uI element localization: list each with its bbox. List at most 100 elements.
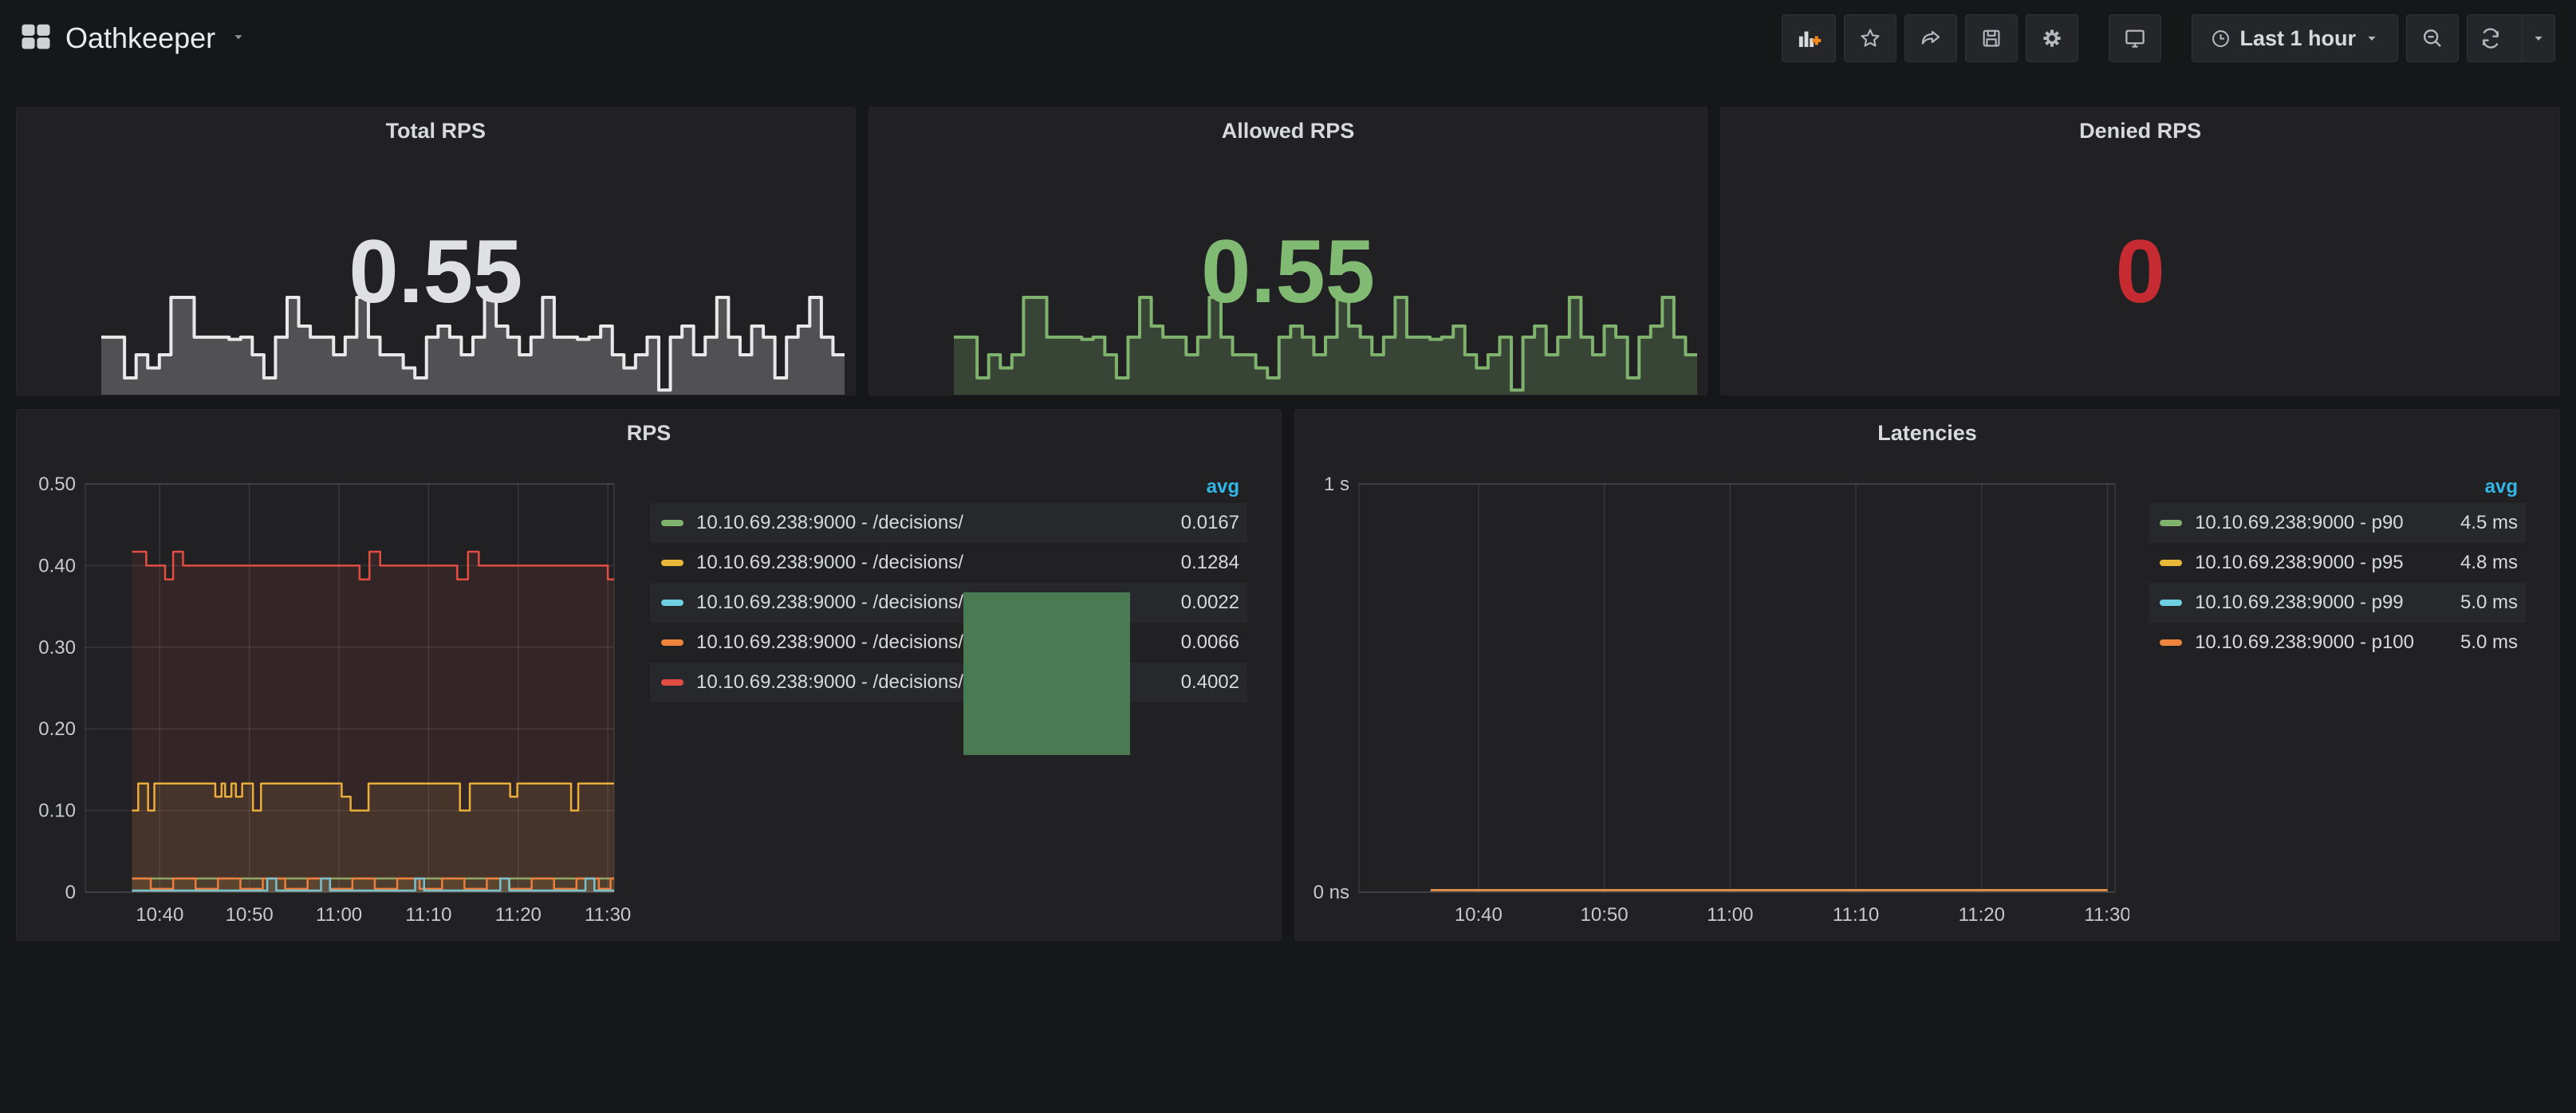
- rps-legend: avg 10.10.69.238:9000 - /decisions/ 0.01…: [631, 455, 1281, 940]
- legend-row[interactable]: 10.10.69.238:9000 - p90 4.5 ms: [2149, 503, 2526, 543]
- svg-text:11:00: 11:00: [1707, 904, 1753, 926]
- refresh-button[interactable]: [2468, 14, 2514, 62]
- series-avg-value: 4.8 ms: [2460, 552, 2518, 573]
- dashboard-title[interactable]: Oathkeeper: [65, 22, 216, 54]
- series-color-swatch[interactable]: [661, 600, 683, 606]
- stat-value-allowed-rps: 0.55: [1201, 222, 1375, 321]
- series-avg-value: 0.4002: [1180, 671, 1239, 693]
- svg-text:11:10: 11:10: [405, 904, 451, 926]
- share-button[interactable]: [1904, 14, 1958, 62]
- svg-text:11:30: 11:30: [2084, 904, 2129, 926]
- svg-text:0.10: 0.10: [38, 800, 76, 822]
- series-label[interactable]: 10.10.69.238:9000 - /decisions/: [696, 512, 963, 533]
- latencies-legend: avg 10.10.69.238:9000 - p90 4.5 ms 10.10…: [2129, 455, 2559, 940]
- panel-title[interactable]: Denied RPS: [2079, 119, 2202, 143]
- series-avg-value: 0.1284: [1180, 552, 1239, 573]
- series-avg-value: 0.0167: [1180, 512, 1239, 533]
- svg-text:0: 0: [65, 882, 76, 903]
- gear-icon: [2040, 26, 2064, 50]
- time-range-picker[interactable]: Last 1 hour: [2192, 14, 2398, 62]
- series-color-swatch[interactable]: [661, 560, 683, 566]
- series-avg-value: 0.0022: [1180, 592, 1239, 613]
- series-label[interactable]: 10.10.69.238:9000 - p90: [2195, 512, 2404, 533]
- legend-rows: 10.10.69.238:9000 - p90 4.5 ms 10.10.69.…: [2149, 503, 2526, 663]
- svg-text:11:20: 11:20: [495, 904, 542, 926]
- svg-text:0.40: 0.40: [38, 555, 76, 576]
- rps-chart[interactable]: 10:40 10:50 11:00 11:10 11:20 11:30 0 0.10 0.20 0…: [17, 455, 631, 934]
- legend-row[interactable]: 10.10.69.238:9000 - p95 4.8 ms: [2149, 543, 2526, 583]
- cycle-view-button[interactable]: [2109, 14, 2162, 62]
- legend-rows: 10.10.69.238:9000 - /decisions/ 0.0167 1…: [650, 503, 1247, 702]
- add-panel-button[interactable]: [1782, 14, 1837, 62]
- series-label[interactable]: 10.10.69.238:9000 - /decisions/: [696, 631, 963, 653]
- add-panel-icon: [1795, 26, 1822, 50]
- series-color-swatch[interactable]: [661, 639, 683, 646]
- legend-color-popover[interactable]: [963, 592, 1130, 755]
- series-label[interactable]: 10.10.69.238:9000 - /decisions/: [696, 552, 963, 573]
- legend-row[interactable]: 10.10.69.238:9000 - p100 5.0 ms: [2149, 623, 2526, 663]
- share-icon: [1919, 26, 1943, 50]
- navbar-actions: Last 1 hour: [1782, 14, 2555, 62]
- svg-text:11:00: 11:00: [316, 904, 362, 926]
- panel-latencies: Latencies 10:40 10:50 11:00 11:10 11:20 11:30…: [1294, 409, 2560, 941]
- latencies-graph-body: 10:40 10:50 11:00 11:10 11:20 11:30 0 ns 1 s av…: [1295, 455, 2559, 940]
- zoom-out-button[interactable]: [2406, 14, 2459, 62]
- refresh-interval-caret[interactable]: [2522, 14, 2554, 62]
- stat-value-denied-rps: 0: [2115, 222, 2165, 321]
- latencies-chart[interactable]: 10:40 10:50 11:00 11:10 11:20 11:30 0 ns 1 s: [1295, 455, 2129, 934]
- panel-title[interactable]: RPS: [626, 421, 672, 445]
- total-rps-sparkline: [101, 296, 845, 395]
- svg-text:11:20: 11:20: [1959, 904, 2005, 926]
- monitor-icon: [2123, 26, 2147, 50]
- series-label[interactable]: 10.10.69.238:9000 - p95: [2195, 552, 2404, 573]
- series-color-swatch[interactable]: [2160, 639, 2183, 646]
- legend-row[interactable]: 10.10.69.238:9000 - /decisions/ 0.1284: [650, 543, 1247, 583]
- time-range-label: Last 1 hour: [2239, 26, 2356, 50]
- svg-text:10:40: 10:40: [1455, 904, 1503, 926]
- navbar: Oathkeeper: [0, 0, 2576, 77]
- series-avg-value: 5.0 ms: [2460, 592, 2518, 613]
- panel-title[interactable]: Total RPS: [385, 119, 486, 143]
- panel-total-rps: Total RPS 0.55: [16, 107, 856, 395]
- refresh-split-button: [2467, 14, 2555, 62]
- graph-row: RPS 10:40 10:50 11:00 11:10 11:20 11:30 0 0.10 0…: [0, 409, 2576, 941]
- svg-text:0.30: 0.30: [38, 637, 76, 659]
- svg-text:0 ns: 0 ns: [1314, 882, 1349, 903]
- series-color-swatch[interactable]: [661, 520, 683, 526]
- save-button[interactable]: [1965, 14, 2019, 62]
- legend-row[interactable]: 10.10.69.238:9000 - p99 5.0 ms: [2149, 583, 2526, 623]
- panel-title[interactable]: Allowed RPS: [1221, 119, 1355, 143]
- clock-icon: [2210, 28, 2231, 49]
- legend-avg-header[interactable]: avg: [2484, 476, 2518, 498]
- panel-rps: RPS 10:40 10:50 11:00 11:10 11:20 11:30 0 0.10 0…: [16, 409, 1282, 941]
- series-avg-value: 4.5 ms: [2460, 512, 2518, 533]
- series-color-swatch[interactable]: [2160, 520, 2183, 526]
- caret-down-icon: [2364, 30, 2380, 46]
- series-avg-value: 0.0066: [1180, 631, 1239, 653]
- panel-title[interactable]: Latencies: [1877, 421, 1977, 445]
- svg-text:1 s: 1 s: [1324, 474, 1349, 495]
- stat-value-total-rps: 0.55: [349, 222, 523, 321]
- settings-button[interactable]: [2026, 14, 2079, 62]
- series-label[interactable]: 10.10.69.238:9000 - /decisions/: [696, 671, 963, 693]
- legend-row[interactable]: 10.10.69.238:9000 - /decisions/ 0.0066: [650, 623, 1247, 663]
- series-color-swatch[interactable]: [661, 679, 683, 686]
- legend-row[interactable]: 10.10.69.238:9000 - /decisions/ 0.0167: [650, 503, 1247, 543]
- rps-graph-body: 10:40 10:50 11:00 11:10 11:20 11:30 0 0.10 0.20 0…: [17, 455, 1281, 940]
- svg-text:11:30: 11:30: [585, 904, 631, 926]
- series-label[interactable]: 10.10.69.238:9000 - p100: [2195, 631, 2414, 653]
- legend-avg-header[interactable]: avg: [1206, 476, 1239, 498]
- series-color-swatch[interactable]: [2160, 600, 2183, 606]
- panel-denied-rps: Denied RPS 0: [1720, 107, 2560, 395]
- legend-row[interactable]: 10.10.69.238:9000 - /decisions/ 0.4002: [650, 663, 1247, 702]
- series-label[interactable]: 10.10.69.238:9000 - /decisions/: [696, 592, 963, 613]
- dashboard-title-picker[interactable]: Oathkeeper: [21, 22, 247, 55]
- star-button[interactable]: [1844, 14, 1897, 62]
- legend-row[interactable]: 10.10.69.238:9000 - /decisions/ 0.0022: [650, 583, 1247, 623]
- panel-allowed-rps: Allowed RPS 0.55: [868, 107, 1708, 395]
- svg-text:10:50: 10:50: [226, 904, 274, 926]
- series-color-swatch[interactable]: [2160, 560, 2183, 566]
- series-label[interactable]: 10.10.69.238:9000 - p99: [2195, 592, 2404, 613]
- series-avg-value: 5.0 ms: [2460, 631, 2518, 653]
- svg-text:11:10: 11:10: [1833, 904, 1879, 926]
